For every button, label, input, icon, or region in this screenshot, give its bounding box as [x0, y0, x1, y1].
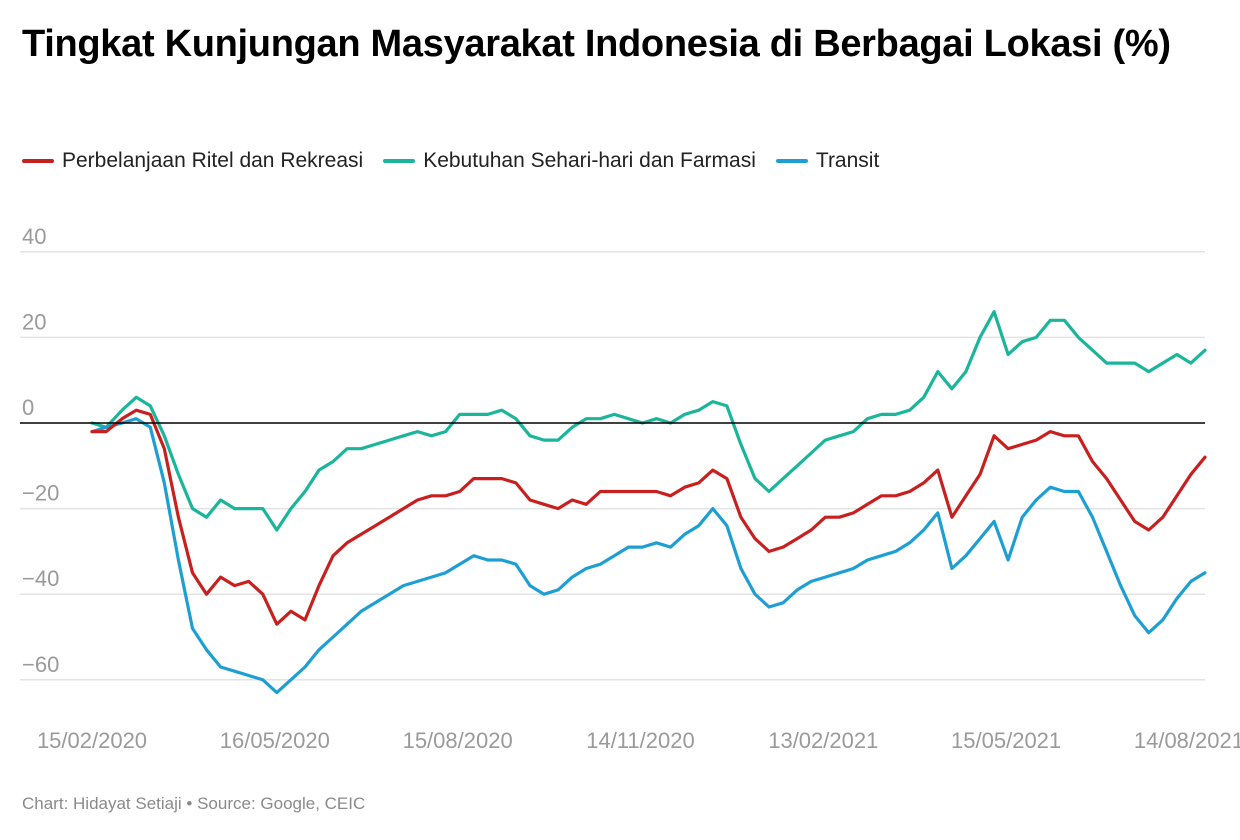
x-tick-label: 13/02/2021: [768, 728, 878, 753]
legend-label-transit: Transit: [815, 149, 880, 172]
x-tick-label: 14/11/2020: [586, 728, 694, 753]
legend-label-grocery: Kebutuhan Sehari-hari dan Farmasi: [423, 149, 756, 172]
legend-label-retail: Perbelanjaan Ritel dan Rekreasi: [62, 149, 364, 172]
series-lines: [90, 310, 1207, 695]
y-axis-labels: −60 −40 −20 0 20 40: [22, 224, 59, 677]
x-tick-label: 16/05/2020: [220, 728, 330, 753]
series-line-0: [90, 408, 1207, 626]
line-chart: −60 −40 −20 0 20 40 15/02/2020 16/05/2020 15/08…: [20, 224, 1240, 753]
y-tick-label: −40: [22, 566, 59, 591]
chart-footer: Chart: Hidayat Setiaji • Source: Google,…: [22, 794, 366, 813]
gridlines: [20, 251, 1205, 681]
chart-title: Tingkat Kunjungan Masyarakat Indonesia d…: [22, 23, 1171, 65]
legend-swatch-retail: [22, 159, 54, 163]
y-tick-label: 40: [22, 224, 46, 249]
y-tick-label: 20: [22, 309, 46, 334]
x-tick-label: 15/05/2021: [951, 728, 1061, 753]
x-tick-label: 15/08/2020: [403, 728, 513, 753]
legend-item-transit: Transit: [775, 149, 880, 173]
legend-item-retail: Perbelanjaan Ritel dan Rekreasi: [22, 149, 363, 173]
x-tick-label: 15/02/2020: [37, 728, 147, 753]
x-tick-label: 14/08/2021: [1134, 728, 1240, 753]
series-line-1: [90, 310, 1207, 532]
y-tick-label: 0: [22, 395, 34, 420]
legend-item-grocery: Kebutuhan Sehari-hari dan Farmasi: [383, 149, 756, 173]
y-tick-label: −20: [22, 481, 59, 506]
chart-legend: Perbelanjaan Ritel dan Rekreasi Kebutuha…: [22, 147, 899, 175]
legend-swatch-transit: [775, 159, 808, 163]
series-line-2: [90, 417, 1207, 695]
x-axis-labels: 15/02/2020 16/05/2020 15/08/2020 14/11/2020…: [37, 728, 1240, 753]
y-tick-label: −60: [22, 652, 59, 677]
legend-swatch-grocery: [383, 159, 416, 163]
